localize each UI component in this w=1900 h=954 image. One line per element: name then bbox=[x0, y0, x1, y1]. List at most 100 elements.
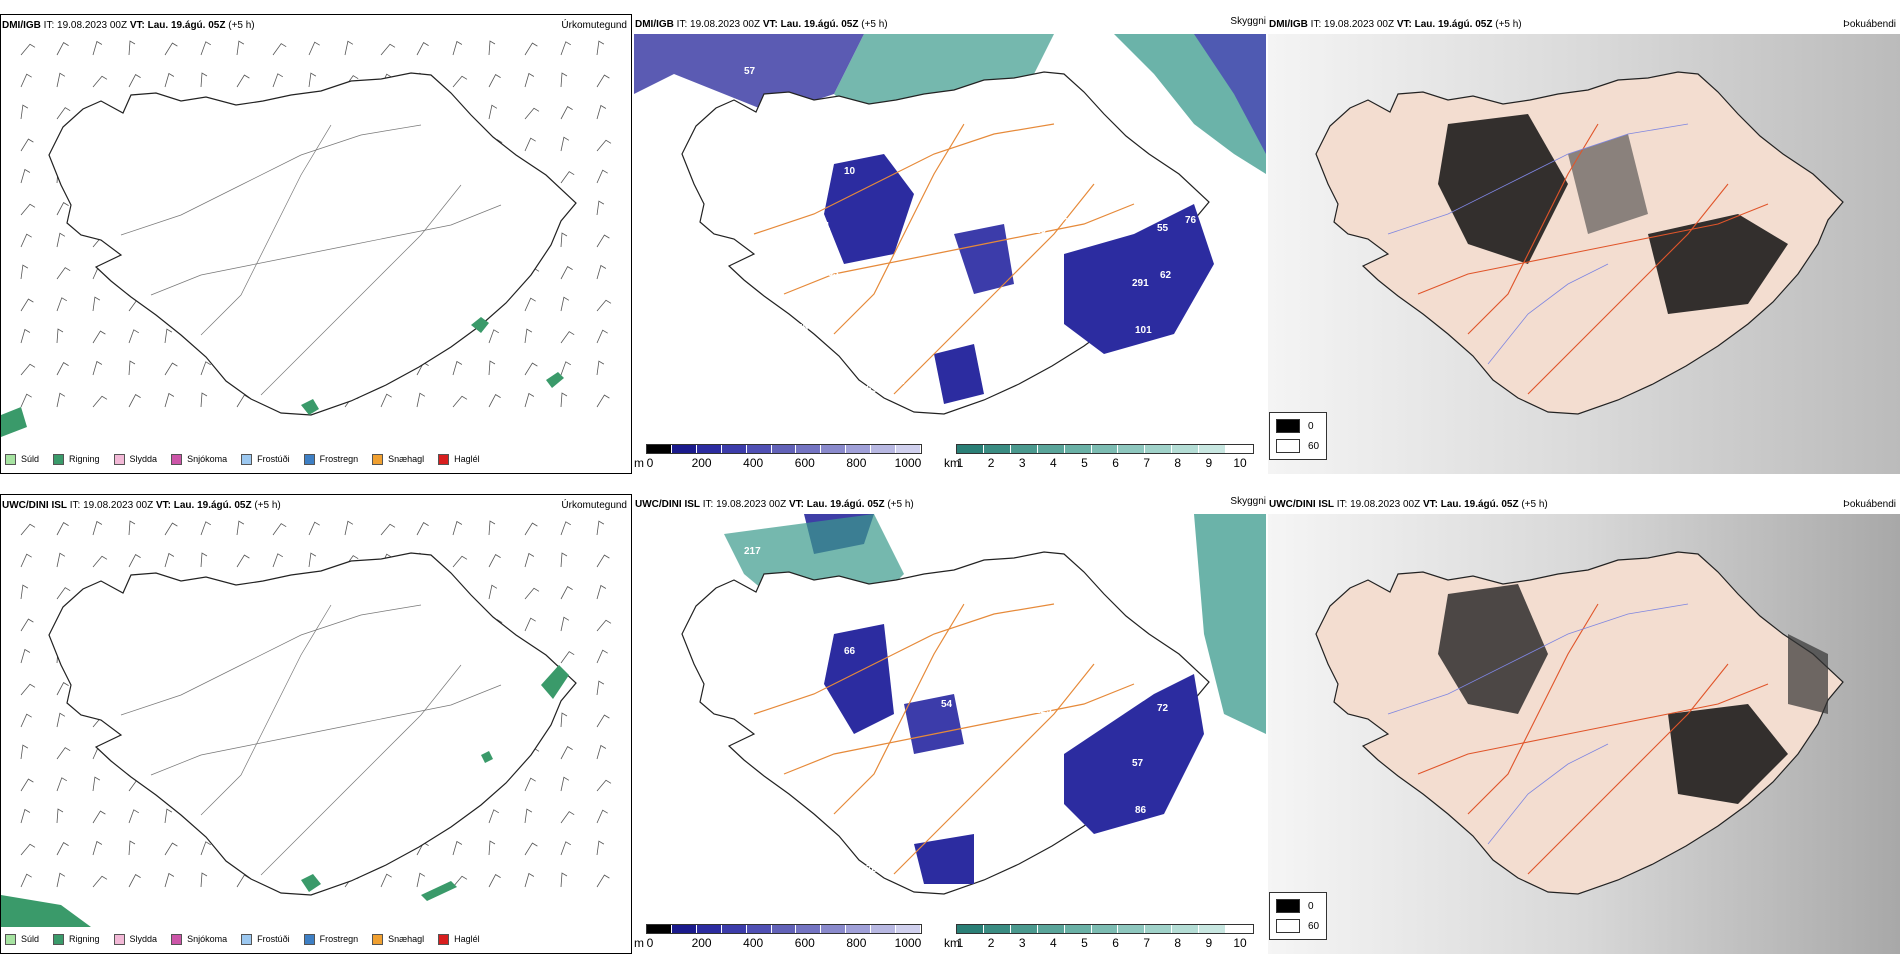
wind-barb bbox=[560, 232, 568, 248]
wind-barb bbox=[596, 264, 607, 280]
scale-tick-label: 2 bbox=[987, 936, 995, 950]
wind-barb bbox=[200, 72, 208, 88]
legend-swatch bbox=[372, 933, 384, 945]
precip-legend-item: Snjókoma bbox=[171, 453, 228, 465]
wind-barb bbox=[20, 168, 31, 184]
legend-swatch bbox=[438, 933, 450, 945]
wind-barb bbox=[92, 330, 106, 344]
wind-barb bbox=[524, 587, 540, 600]
scale-tick-label: 5 bbox=[1081, 936, 1088, 950]
wind-barb bbox=[560, 296, 570, 312]
legend-label: Snjókoma bbox=[187, 454, 228, 464]
wind-barb bbox=[488, 394, 501, 408]
fog-legend: 0 60 bbox=[1269, 412, 1327, 460]
wind-barb bbox=[596, 649, 608, 664]
wind-barb bbox=[452, 555, 468, 568]
wind-barb bbox=[20, 808, 31, 824]
ceiling-value-label: 81 bbox=[916, 274, 928, 285]
legend-swatch bbox=[241, 933, 253, 945]
scale-swatch bbox=[846, 445, 872, 453]
panel-title: Úrkomutegund bbox=[561, 20, 627, 31]
ceiling-value-label: 96 bbox=[891, 809, 903, 820]
ceiling-value-label: 60 bbox=[963, 117, 975, 128]
wind-barb bbox=[128, 520, 136, 536]
wind-barb bbox=[20, 523, 36, 536]
ceiling-value-label: 48 bbox=[916, 754, 928, 765]
wind-barb bbox=[272, 73, 284, 88]
legend-swatch bbox=[372, 453, 384, 465]
scale-swatch bbox=[1118, 445, 1146, 453]
ceiling-value-label: 10 bbox=[844, 166, 856, 177]
wind-barb bbox=[128, 329, 140, 344]
wind-barb bbox=[92, 75, 108, 88]
scale-tick-label: 8 bbox=[1174, 936, 1182, 950]
ceiling-value-label: 66 bbox=[844, 646, 856, 657]
ceiling-value-label: 79 bbox=[1038, 272, 1050, 283]
wind-barb bbox=[164, 872, 175, 888]
wind-barb bbox=[92, 840, 103, 856]
wind-barb bbox=[20, 104, 29, 120]
wind-barb bbox=[164, 552, 175, 568]
ceiling-value-label: 57 bbox=[966, 164, 978, 175]
ceiling-value-label: 970 bbox=[1013, 327, 1030, 338]
legend-label: 60 bbox=[1308, 440, 1320, 452]
scale-swatch bbox=[871, 925, 897, 933]
wind-barb bbox=[56, 232, 66, 248]
legend-label: Frostregn bbox=[319, 454, 359, 464]
wind-barb bbox=[560, 41, 572, 56]
scale-swatch bbox=[871, 445, 897, 453]
wind-barb bbox=[56, 267, 71, 280]
wind-barb bbox=[524, 297, 536, 312]
wind-barb bbox=[560, 106, 573, 120]
wind-barb bbox=[452, 875, 468, 888]
ceiling-value-label: 41 bbox=[988, 862, 1000, 873]
wind-barb bbox=[452, 75, 468, 88]
legend-swatch bbox=[5, 933, 16, 945]
scale-swatch bbox=[1172, 925, 1200, 933]
wind-barb bbox=[92, 810, 106, 824]
scale-swatch bbox=[746, 445, 772, 453]
wind-barb bbox=[416, 392, 426, 408]
wind-barb bbox=[596, 779, 612, 792]
wind-barb bbox=[560, 651, 575, 664]
cloud-panel-row1: DMI/IGB IT: 19.08.2023 00Z VT: Lau. 19.á… bbox=[634, 14, 1266, 474]
ceiling-visibility-map: 57 272 10 19 291 137 69 60 53 55 64 51 48 66 68 71 81 970… bbox=[634, 34, 1266, 415]
scale-swatch bbox=[721, 445, 747, 453]
wind-barb bbox=[20, 843, 36, 856]
scale-tick-label: 9 bbox=[1205, 456, 1213, 470]
wind-barb bbox=[488, 104, 498, 120]
ceiling-value-label: 57 bbox=[744, 66, 756, 77]
wind-barb bbox=[128, 809, 140, 824]
scale-swatch bbox=[696, 925, 722, 933]
wind-barb bbox=[20, 233, 32, 248]
ceiling-value-label: 60 bbox=[963, 597, 975, 608]
wind-barb bbox=[200, 41, 212, 56]
ceiling-value-label: 99 bbox=[769, 811, 781, 822]
scale-unit: m bbox=[634, 936, 644, 950]
precip-legend-item: Slydda bbox=[113, 453, 157, 465]
visibility-scale: km 1 2 3 4 5 6 7 8 9 10 bbox=[944, 444, 1266, 474]
wind-barb bbox=[524, 137, 536, 152]
wind-barb bbox=[596, 169, 608, 184]
scale-swatch bbox=[1172, 445, 1200, 453]
wind-barb bbox=[56, 522, 69, 536]
precip-legend-item: Haglél bbox=[438, 453, 480, 465]
wind-barb bbox=[92, 40, 103, 56]
ceiling-value-label: 57 bbox=[1132, 758, 1144, 769]
wind-barb bbox=[524, 522, 538, 536]
ceiling-value-label: 217 bbox=[744, 546, 761, 557]
legend-swatch bbox=[171, 453, 183, 465]
wind-barb bbox=[596, 744, 607, 760]
scale-swatch bbox=[821, 445, 847, 453]
precip-legend-item: Haglél bbox=[438, 933, 480, 945]
wind-barb bbox=[488, 809, 500, 824]
scale-tick-label: 7 bbox=[1143, 456, 1150, 470]
scale-swatch bbox=[896, 445, 921, 453]
precip-type-legend: Súld Rigning Slydda Snjókoma Frostúði Frostre… bbox=[5, 451, 480, 467]
wind-barb bbox=[596, 360, 605, 376]
wind-barb bbox=[416, 872, 426, 888]
wind-barb bbox=[560, 361, 572, 376]
scale-tick-label: 6 bbox=[1112, 456, 1119, 470]
ceiling-value-label: 68 bbox=[1182, 168, 1194, 179]
wind-barb bbox=[344, 520, 354, 536]
